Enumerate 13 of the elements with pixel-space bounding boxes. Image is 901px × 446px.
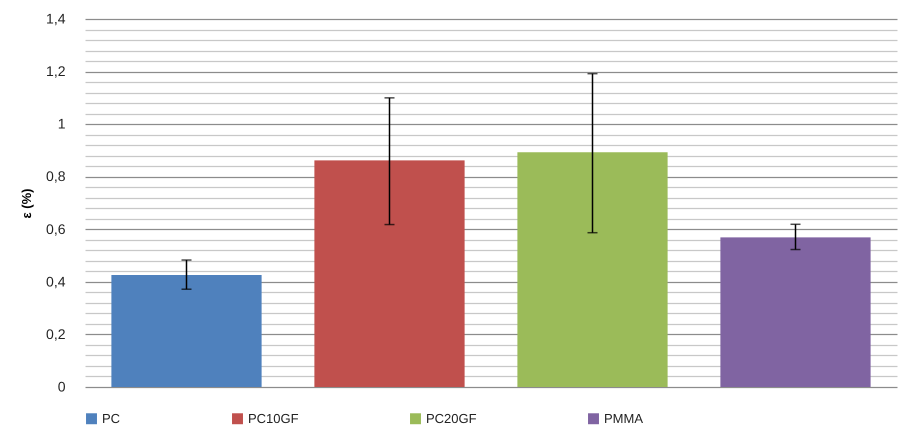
y-tick-label: 1,4 [46, 10, 66, 26]
legend-label: PC20GF [426, 410, 477, 426]
y-tick-label: 0,4 [46, 273, 66, 290]
legend-label: PMMA [604, 410, 644, 426]
legend-label: PC10GF [248, 410, 299, 426]
y-tick-label: 0,8 [46, 168, 66, 184]
y-tick-label: 0,6 [46, 220, 66, 237]
y-tick-label: 0,2 [46, 326, 66, 342]
y-tick-label: 1 [58, 116, 66, 132]
y-tick-label: 0 [58, 378, 66, 394]
legend-label: PC [102, 410, 120, 426]
y-axis-title: ε (%) [19, 188, 34, 218]
y-tick-label: 1,2 [46, 63, 66, 80]
